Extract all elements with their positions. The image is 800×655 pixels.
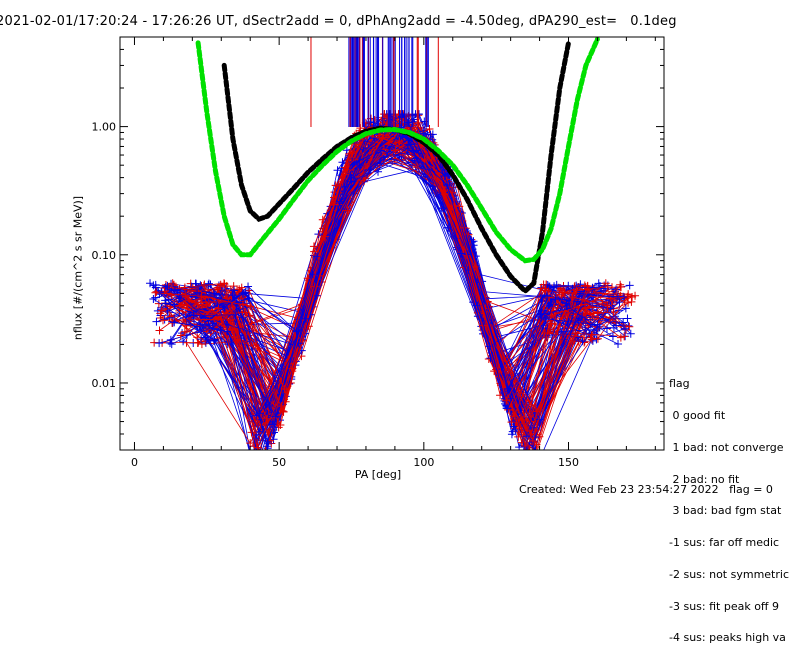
measurement-point xyxy=(528,447,530,450)
fit-curve-1 xyxy=(195,37,600,264)
measurement-point xyxy=(258,456,266,464)
y-axis-label: nflux [#/(cm^2 s sr MeV)] xyxy=(71,195,85,341)
measurement-point xyxy=(258,456,266,464)
measurement-point xyxy=(152,287,161,296)
measurement-trace xyxy=(185,142,621,432)
measurement-trace xyxy=(193,126,614,415)
measurement-trace xyxy=(157,140,620,450)
measurement-point xyxy=(587,335,596,344)
measurement-point xyxy=(254,454,262,462)
measurement-point xyxy=(530,456,538,464)
plot-frame xyxy=(119,36,665,451)
chart-title: 2021-02-01/17:20:24 - 17:26:26 UT, dSect… xyxy=(0,14,677,29)
measurement-point xyxy=(247,455,255,463)
footer-created: Created: Wed Feb 23 23:54:27 2022 flag =… xyxy=(519,483,773,496)
measurement-point xyxy=(255,456,263,464)
legend-title: flag xyxy=(669,377,690,391)
measurement-point xyxy=(585,285,594,294)
y-tick-label: 0.01 xyxy=(92,377,117,390)
measurement-point xyxy=(531,446,540,450)
measurement-point xyxy=(534,449,536,450)
measurement-point xyxy=(620,324,629,333)
measurement-point xyxy=(627,297,636,306)
legend-entry: 1 bad: not converge xyxy=(669,440,784,454)
legend-entry: -3 sus: fit peak off 9 xyxy=(669,599,779,613)
y-tick-label: 1.00 xyxy=(92,121,117,134)
x-tick-label: 0 xyxy=(131,456,138,469)
x-axis-label: PA [deg] xyxy=(354,468,402,481)
measurement-trace xyxy=(162,124,590,427)
measurement-trace xyxy=(149,147,598,417)
y-tick-label: 0.10 xyxy=(92,249,117,262)
legend-entry: 0 good fit xyxy=(669,408,726,422)
measurement-trace xyxy=(165,133,611,444)
measurement-trace xyxy=(158,113,604,450)
x-tick-label: 50 xyxy=(272,456,286,469)
measurement-point xyxy=(614,340,623,349)
measurement-point xyxy=(601,279,610,288)
measurement-point xyxy=(248,456,256,464)
measurement-point xyxy=(161,283,170,292)
measurement-point xyxy=(525,456,533,464)
measurement-trace xyxy=(174,149,627,347)
measurement-point xyxy=(615,298,624,307)
chart-canvas: 0 50 100 150 0.01 0.10 1.00 xyxy=(92,36,665,469)
measurement-point xyxy=(612,321,621,330)
measurement-trace xyxy=(200,149,583,429)
legend: flag 0 good fit 1 bad: not converge 2 ba… xyxy=(669,358,789,655)
measurement-point xyxy=(260,453,268,461)
legend-entry: 2 bad: no fit xyxy=(669,472,740,486)
measurement-trace xyxy=(174,121,608,418)
measurement-point xyxy=(578,337,587,346)
measurement-point xyxy=(592,326,601,335)
measurement-point xyxy=(149,294,158,303)
measurement-trace xyxy=(155,137,621,402)
measurement-point xyxy=(249,456,257,464)
measurement-trace xyxy=(171,148,608,449)
x-tick-label: 100 xyxy=(413,456,434,469)
measurement-trace xyxy=(184,119,629,426)
x-tick-label: 150 xyxy=(558,456,579,469)
measurement-point xyxy=(528,456,536,464)
measurement-trace xyxy=(185,150,625,413)
measurement-point xyxy=(625,322,634,331)
measurement-point xyxy=(525,446,527,450)
legend-entry: -2 sus: not symmetric xyxy=(669,567,789,581)
measurement-point xyxy=(179,337,188,346)
legend-entry: 3 bad: bad fgm stat xyxy=(669,504,782,518)
measurement-point xyxy=(176,331,185,340)
measurement-point xyxy=(578,313,587,322)
measurement-point xyxy=(608,332,617,341)
legend-entry: -4 sus: peaks high va xyxy=(669,631,786,645)
measurement-point xyxy=(535,456,543,464)
measurement-trace xyxy=(182,116,585,443)
legend-entry: -1 sus: far off medic xyxy=(669,536,780,550)
